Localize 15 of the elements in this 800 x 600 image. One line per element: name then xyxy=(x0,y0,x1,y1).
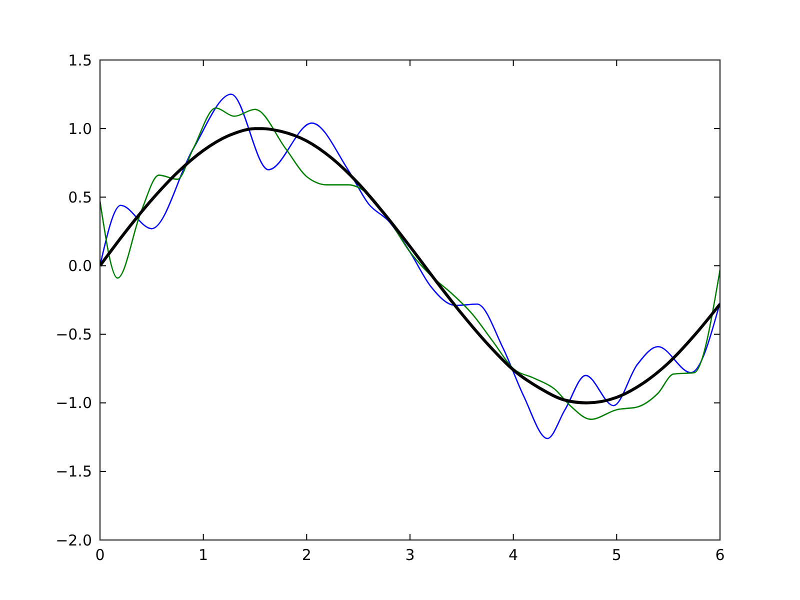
y-tick-label: 0.0 xyxy=(68,256,92,275)
y-tick-label: 0.5 xyxy=(68,188,92,206)
x-tick-label: 6 xyxy=(715,546,725,564)
x-tick-label: 2 xyxy=(302,546,312,564)
x-tick-label: 0 xyxy=(95,546,105,564)
x-tick-label: 4 xyxy=(508,546,518,564)
y-tick-label: −1.5 xyxy=(56,462,92,481)
x-tick-label: 1 xyxy=(198,546,208,564)
y-tick-label: 1.0 xyxy=(68,120,92,138)
x-tick-label: 3 xyxy=(405,546,415,564)
y-tick-label: −1.0 xyxy=(56,394,92,412)
y-tick-label: −2.0 xyxy=(56,531,92,550)
y-tick-label: 1.5 xyxy=(68,51,92,70)
y-tick-label: −0.5 xyxy=(56,326,92,344)
x-tick-label: 5 xyxy=(612,546,622,564)
